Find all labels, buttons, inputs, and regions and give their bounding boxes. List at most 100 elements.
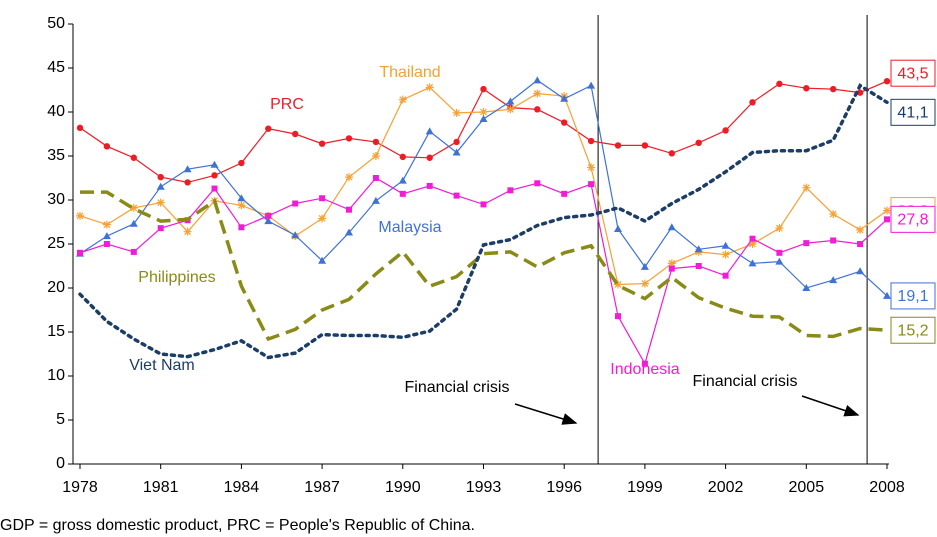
marker (238, 159, 245, 167)
end-label: 41,1 (897, 105, 928, 122)
marker (237, 201, 246, 210)
marker (103, 241, 110, 247)
y-tick-label: 15 (47, 323, 65, 340)
x-tick-label: 1999 (627, 479, 663, 496)
marker (721, 241, 730, 249)
series-label: Viet Nam (129, 357, 195, 374)
marker (210, 160, 219, 168)
marker (506, 97, 515, 105)
x-tick-label: 1978 (62, 479, 98, 496)
marker (884, 216, 890, 223)
marker (587, 81, 596, 89)
marker (76, 211, 84, 220)
marker (856, 225, 865, 234)
marker (561, 190, 568, 197)
end-label: 27,8 (897, 212, 928, 229)
series-line (80, 190, 888, 342)
marker (803, 85, 810, 92)
marker (560, 94, 569, 102)
marker (76, 124, 84, 132)
marker (156, 198, 165, 207)
marker (856, 89, 864, 96)
series-label: Thailand (379, 64, 440, 81)
marker (318, 256, 327, 264)
marker (264, 217, 273, 225)
series-label: Indonesia (610, 361, 679, 378)
marker (641, 142, 649, 149)
marker (857, 241, 864, 247)
marker (614, 142, 622, 149)
arrow (801, 395, 860, 417)
marker (399, 153, 406, 161)
marker (722, 272, 729, 279)
marker (587, 137, 595, 145)
marker (561, 119, 568, 126)
marker (802, 284, 811, 291)
marker (830, 85, 837, 93)
marker (102, 220, 111, 229)
marker (425, 127, 434, 135)
end-label-box (890, 316, 936, 344)
marker (507, 187, 514, 194)
marker (265, 212, 272, 219)
marker (802, 183, 811, 192)
marker (292, 200, 299, 207)
x-tick-label: 1987 (304, 479, 340, 496)
marker (587, 163, 596, 172)
marker (803, 240, 810, 247)
x-tick-label: 1996 (546, 479, 582, 496)
marker (237, 194, 246, 202)
y-tick-label: 35 (47, 147, 65, 164)
marker (345, 135, 353, 142)
marker (398, 95, 407, 104)
marker (345, 173, 353, 182)
marker (668, 265, 675, 272)
marker (749, 235, 756, 242)
marker (425, 83, 434, 92)
marker (346, 206, 352, 213)
marker (667, 223, 676, 231)
marker (588, 181, 595, 188)
marker (749, 99, 756, 106)
marker (695, 139, 702, 146)
y-tick-label: 0 (56, 455, 65, 472)
marker (319, 195, 326, 202)
marker (130, 154, 137, 161)
marker (748, 240, 757, 248)
x-tick-label: 1990 (385, 479, 421, 496)
marker (534, 106, 541, 113)
marker (453, 138, 460, 146)
series-line (78, 83, 889, 360)
end-label: 19,1 (897, 288, 928, 305)
marker (371, 152, 380, 160)
marker (77, 249, 83, 256)
series-label: Philippines (138, 269, 215, 286)
marker (345, 228, 353, 236)
annotation: Financial crisis (693, 373, 798, 390)
end-label: 15,2 (897, 322, 928, 339)
marker (695, 263, 702, 269)
marker (265, 125, 272, 132)
marker (426, 154, 433, 161)
marker (399, 190, 406, 197)
marker (829, 210, 838, 219)
x-tick-label: 1984 (224, 479, 260, 496)
marker (506, 105, 515, 114)
arrow (514, 403, 578, 425)
marker (534, 180, 541, 187)
marker (721, 250, 730, 259)
marker (614, 280, 622, 289)
marker (694, 245, 703, 253)
marker (372, 138, 380, 146)
marker (668, 150, 675, 157)
marker (453, 192, 460, 199)
marker (829, 276, 838, 284)
y-tick-label: 45 (47, 59, 65, 76)
marker (856, 267, 865, 275)
end-label-box (890, 59, 936, 87)
marker (640, 262, 649, 270)
marker (129, 219, 138, 227)
annotation: Financial crisis (405, 379, 510, 396)
x-tick-label: 1993 (466, 479, 502, 496)
x-tick-label: 2005 (789, 479, 825, 496)
